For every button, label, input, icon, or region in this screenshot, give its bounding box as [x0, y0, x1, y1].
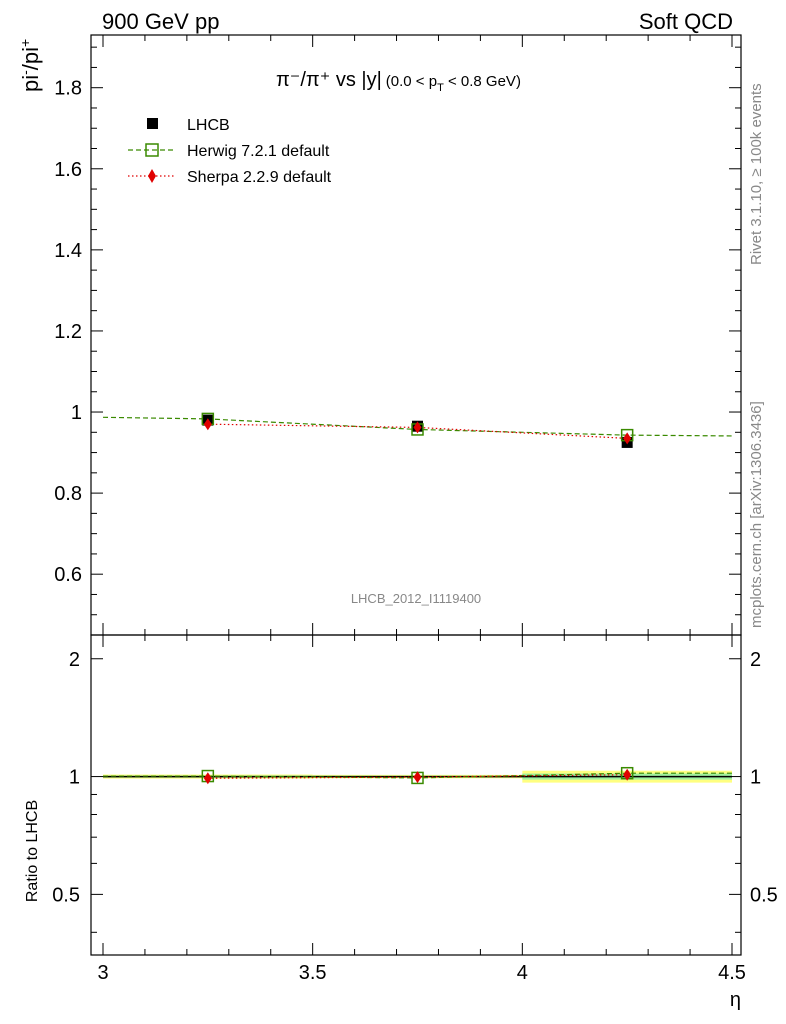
mcplots-reference-text: mcplots.cern.ch [arXiv:1306.3436] — [748, 401, 765, 628]
ratio-y-tick-label: 1 — [69, 767, 80, 789]
ratio-sherpa-point — [623, 768, 632, 781]
analysis-id: LHCB_2012_I1119400 — [351, 591, 481, 606]
y-tick-label: 0.6 — [54, 564, 82, 586]
x-tick-label: 3.5 — [299, 962, 327, 984]
ratio-y-tick-label: 2 — [69, 649, 80, 671]
legend-label-sherpa: Sherpa 2.2.9 default — [187, 169, 332, 186]
y-tick-label: 1.4 — [54, 240, 82, 262]
plot-title: π⁻/π⁺ vs |y| (0.0 < pT < 0.8 GeV) — [276, 69, 521, 94]
x-tick-label: 4.5 — [718, 962, 746, 984]
x-axis-label: η — [730, 989, 741, 1011]
header-right: Soft QCD — [639, 9, 733, 34]
sherpa-point — [413, 421, 422, 434]
legend-label-lhcb: LHCB — [187, 117, 230, 134]
ratio-y-tick-label-right: 2 — [750, 649, 761, 671]
x-tick-label: 3 — [97, 962, 108, 984]
ratio-y-tick-label: 0.5 — [52, 884, 80, 906]
ratio-y-tick-label-right: 1 — [750, 767, 761, 789]
ratio-y-tick-label-right: 0.5 — [750, 884, 778, 906]
y-axis-label-upper: pi-/pi+ — [17, 39, 43, 92]
lower-plot-frame — [90, 634, 742, 956]
legend-marker-sherpa — [148, 169, 156, 183]
ratio-sherpa-line — [207, 774, 628, 779]
x-tick-label: 4 — [517, 962, 528, 984]
y-tick-label: 0.8 — [54, 483, 82, 505]
y-tick-label: 1.8 — [54, 78, 82, 100]
ratio-sherpa-point — [413, 771, 422, 784]
ratio-sherpa-point — [203, 772, 212, 785]
legend-label-herwig: Herwig 7.2.1 default — [187, 143, 330, 160]
sherpa-point — [623, 432, 632, 445]
rivet-version-text: Rivet 3.1.10, ≥ 100k events — [748, 83, 765, 265]
legend: LHCB Herwig 7.2.1 default Sherpa 2.2.9 d… — [128, 117, 332, 186]
legend-marker-herwig — [145, 143, 159, 157]
sherpa-point — [203, 418, 212, 431]
y-axis-label-ratio: Ratio to LHCB — [24, 800, 41, 902]
legend-marker-lhcb — [147, 118, 158, 129]
y-tick-label: 1 — [71, 402, 82, 424]
header-left: 900 GeV pp — [102, 9, 219, 34]
y-tick-label: 1.6 — [54, 159, 82, 181]
y-tick-label: 1.2 — [54, 321, 82, 343]
